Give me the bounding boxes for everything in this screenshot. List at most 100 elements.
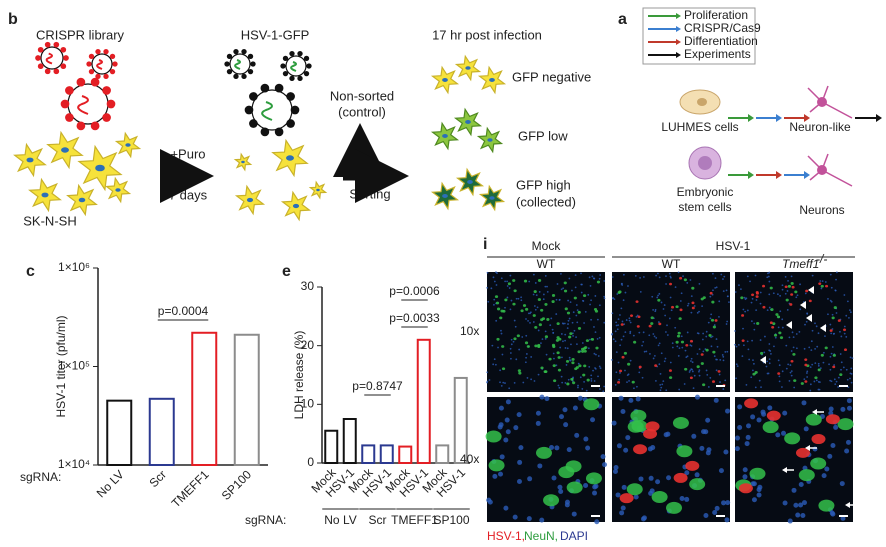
dapi bbox=[587, 347, 590, 350]
dapi bbox=[611, 420, 617, 426]
dapi bbox=[839, 353, 842, 355]
dapi bbox=[734, 343, 736, 346]
dapi bbox=[778, 380, 781, 383]
label: 10x bbox=[460, 324, 479, 338]
dapi bbox=[829, 323, 832, 326]
bar bbox=[233, 333, 260, 467]
dapi bbox=[535, 420, 541, 426]
hsv bbox=[762, 284, 766, 288]
dapi bbox=[750, 481, 756, 487]
spike bbox=[226, 68, 233, 75]
label: HSV-1-GFP bbox=[241, 27, 310, 42]
label: Neuron-like bbox=[789, 120, 851, 134]
spike bbox=[274, 127, 284, 137]
spike bbox=[297, 75, 303, 82]
dapi bbox=[574, 274, 577, 277]
dapi bbox=[621, 282, 623, 285]
spike bbox=[260, 83, 270, 93]
dapi bbox=[837, 376, 840, 379]
neun bbox=[778, 331, 782, 335]
neun bbox=[712, 325, 716, 329]
spike bbox=[102, 86, 111, 95]
panel-e: e LDH release (%)0102030MockHSV-1MockHSV… bbox=[245, 263, 470, 527]
dapi bbox=[846, 300, 849, 303]
dapi bbox=[820, 287, 823, 290]
neun bbox=[818, 499, 835, 512]
dapi bbox=[725, 408, 731, 414]
dapi bbox=[759, 291, 762, 294]
dapi bbox=[629, 321, 632, 324]
neun bbox=[570, 377, 574, 381]
dapi bbox=[559, 414, 565, 420]
neun bbox=[488, 459, 505, 472]
neun bbox=[578, 364, 582, 368]
dapi bbox=[665, 389, 668, 392]
hsv bbox=[671, 305, 675, 309]
dapi bbox=[615, 324, 618, 327]
neun bbox=[566, 311, 571, 315]
dapi bbox=[767, 405, 773, 411]
hsv bbox=[668, 369, 672, 372]
axis-label: sgRNA: bbox=[20, 470, 61, 484]
dapi bbox=[581, 342, 584, 344]
dapi bbox=[503, 505, 509, 511]
dapi bbox=[734, 291, 737, 293]
neun bbox=[556, 322, 560, 326]
dapi bbox=[622, 299, 625, 302]
neun bbox=[564, 307, 568, 311]
legend-head bbox=[676, 13, 681, 19]
dapi bbox=[598, 304, 601, 307]
dapi bbox=[818, 388, 821, 391]
dapi bbox=[522, 381, 525, 384]
bar bbox=[398, 445, 413, 464]
dapi bbox=[599, 367, 602, 370]
dapi bbox=[564, 347, 567, 349]
dapi bbox=[645, 350, 648, 353]
hsv bbox=[654, 364, 658, 367]
neun bbox=[583, 349, 587, 353]
dapi bbox=[579, 376, 582, 379]
neun bbox=[540, 366, 544, 370]
hsv bbox=[717, 370, 721, 373]
dapi bbox=[686, 304, 689, 307]
dapi bbox=[623, 273, 625, 276]
hsv bbox=[700, 353, 704, 356]
hsv bbox=[769, 321, 773, 325]
neun bbox=[740, 296, 744, 300]
dapi bbox=[598, 277, 601, 280]
dapi bbox=[814, 347, 817, 350]
neun bbox=[596, 280, 601, 284]
bar bbox=[106, 399, 133, 466]
spike bbox=[103, 73, 109, 80]
dapi bbox=[781, 318, 784, 321]
dapi bbox=[815, 325, 818, 328]
dapi bbox=[693, 374, 696, 377]
dapi bbox=[677, 355, 680, 357]
dapi bbox=[529, 321, 531, 324]
dapi bbox=[821, 473, 827, 479]
neun bbox=[678, 317, 682, 321]
label: LUHMES cells bbox=[661, 120, 738, 134]
hsv bbox=[630, 314, 634, 317]
dapi bbox=[549, 324, 552, 327]
neun bbox=[769, 286, 773, 290]
dapi bbox=[639, 277, 642, 279]
dapi bbox=[509, 274, 512, 277]
dapi bbox=[525, 353, 528, 355]
spike bbox=[63, 55, 69, 61]
neun bbox=[680, 340, 685, 344]
spike bbox=[247, 68, 254, 75]
spike bbox=[244, 105, 254, 115]
neun bbox=[585, 339, 590, 343]
dapi bbox=[506, 285, 509, 287]
dapi bbox=[568, 359, 571, 361]
bar bbox=[379, 444, 394, 464]
dapi bbox=[822, 361, 825, 364]
hsv bbox=[685, 344, 689, 347]
dapi bbox=[759, 302, 762, 305]
dapi bbox=[721, 500, 727, 506]
spike bbox=[289, 50, 295, 57]
dapi bbox=[629, 332, 632, 335]
nucleus bbox=[241, 160, 245, 164]
neun bbox=[700, 362, 704, 365]
